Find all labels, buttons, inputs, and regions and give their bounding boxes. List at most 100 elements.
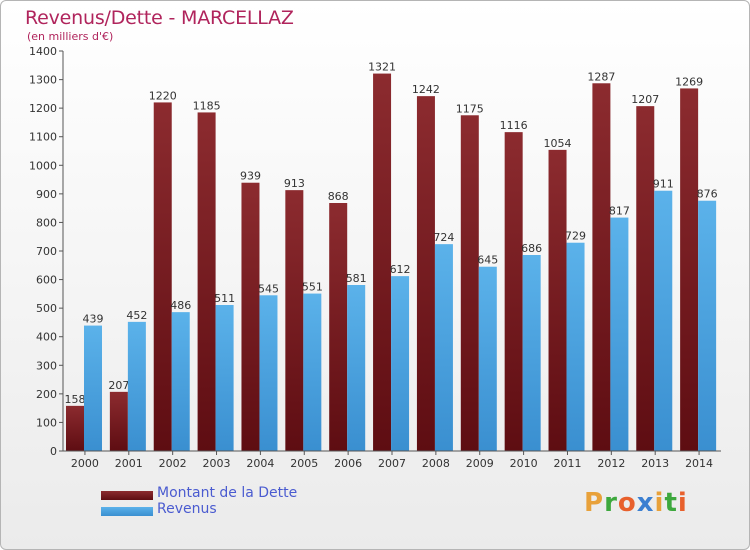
- logo-letter: r: [604, 488, 618, 518]
- revenue-value-label: 486: [170, 299, 191, 312]
- revenue-bar: [303, 293, 322, 451]
- debt-value-label: 1185: [193, 99, 221, 112]
- y-tick-label: 900: [36, 188, 57, 201]
- legend-label-debt: Montant de la Dette: [157, 485, 298, 501]
- y-tick-label: 700: [36, 245, 57, 258]
- revenue-value-label: 439: [83, 313, 104, 326]
- debt-bar: [153, 102, 172, 451]
- revenue-bar: [610, 217, 629, 451]
- revenue-value-label: 729: [565, 230, 586, 243]
- x-tick-label: 2010: [510, 457, 538, 470]
- revenue-value-label: 686: [521, 242, 542, 255]
- revenue-bar: [347, 285, 366, 451]
- debt-value-label: 1242: [412, 83, 440, 96]
- y-tick-label: 1200: [29, 102, 57, 115]
- legend-swatch-debt: [101, 491, 153, 500]
- x-tick-label: 2014: [685, 457, 713, 470]
- y-tick-label: 500: [36, 302, 57, 315]
- revenue-bar: [698, 200, 717, 451]
- debt-bar: [66, 405, 84, 451]
- chart-title: Revenus/Dette - MARCELLAZ: [25, 7, 294, 29]
- debt-value-label: 1220: [149, 89, 177, 102]
- debt-bar: [592, 83, 611, 452]
- debt-value-label: 1321: [368, 61, 396, 74]
- y-tick-label: 0: [50, 445, 57, 458]
- x-tick-label: 2003: [203, 457, 231, 470]
- revenue-bar: [566, 242, 585, 451]
- debt-bar: [548, 149, 567, 451]
- legend-label-revenue: Revenus: [157, 501, 217, 517]
- x-tick-label: 2009: [466, 457, 494, 470]
- revenue-value-label: 724: [433, 231, 454, 244]
- x-tick-label: 2005: [290, 457, 318, 470]
- x-tick-label: 2001: [115, 457, 143, 470]
- debt-bar: [373, 73, 392, 452]
- revenue-value-label: 911: [653, 178, 674, 191]
- logo-letter: i: [677, 488, 688, 518]
- debt-value-label: 1287: [587, 70, 615, 83]
- proxiti-logo: Proxiti: [584, 488, 688, 518]
- y-tick-label: 1300: [29, 74, 57, 87]
- debt-value-label: 1116: [500, 119, 528, 132]
- revenue-value-label: 817: [609, 205, 630, 218]
- debt-bar: [460, 115, 479, 452]
- debt-value-label: 158: [65, 393, 86, 406]
- debt-value-label: 913: [284, 177, 305, 190]
- revenue-bar: [84, 325, 102, 451]
- revenue-value-label: 452: [126, 309, 147, 322]
- revenue-bar: [259, 295, 278, 451]
- revenue-bar: [215, 305, 234, 451]
- legend-swatch-revenue: [101, 507, 153, 516]
- debt-value-label: 1054: [544, 137, 572, 150]
- y-tick-label: 1100: [29, 131, 57, 144]
- y-tick-label: 800: [36, 216, 57, 229]
- logo-letter: t: [664, 488, 678, 518]
- x-tick-label: 2008: [422, 457, 450, 470]
- revenue-bar: [654, 190, 673, 451]
- revenue-value-label: 511: [214, 292, 235, 305]
- revenue-value-label: 545: [258, 282, 279, 295]
- x-tick-label: 2004: [246, 457, 274, 470]
- revenue-bar: [127, 321, 146, 451]
- logo-letter: x: [636, 488, 655, 518]
- debt-bar: [109, 391, 128, 451]
- debt-value-label: 1207: [631, 93, 659, 106]
- debt-value-label: 1269: [675, 75, 703, 88]
- x-tick-label: 2006: [334, 457, 362, 470]
- debt-value-label: 939: [240, 170, 261, 183]
- debt-bar: [197, 112, 216, 451]
- revenue-value-label: 645: [477, 254, 498, 267]
- y-tick-label: 1000: [29, 159, 57, 172]
- x-tick-label: 2007: [378, 457, 406, 470]
- revenue-bar: [522, 255, 541, 451]
- revenue-bar: [434, 244, 453, 451]
- debt-bar: [504, 132, 523, 451]
- debt-bar: [416, 96, 435, 452]
- x-tick-label: 2002: [159, 457, 187, 470]
- revenue-value-label: 581: [346, 272, 367, 285]
- x-tick-label: 2013: [641, 457, 669, 470]
- x-tick-label: 2012: [597, 457, 625, 470]
- y-tick-label: 100: [36, 416, 57, 429]
- revenue-bar: [478, 266, 497, 451]
- debt-bar: [636, 106, 655, 452]
- logo-letter: i: [654, 488, 665, 518]
- debt-value-label: 1175: [456, 102, 484, 115]
- y-tick-label: 300: [36, 359, 57, 372]
- debt-bar: [285, 190, 304, 451]
- revenue-bar: [171, 312, 190, 451]
- y-tick-label: 1400: [29, 45, 57, 58]
- debt-value-label: 207: [108, 379, 129, 392]
- y-tick-label: 400: [36, 331, 57, 344]
- logo-letter: o: [617, 488, 637, 518]
- x-tick-label: 2000: [71, 457, 99, 470]
- debt-bar: [241, 182, 260, 451]
- debt-value-label: 868: [328, 190, 349, 203]
- y-tick-label: 200: [36, 388, 57, 401]
- revenue-value-label: 612: [390, 263, 411, 276]
- debt-bar: [680, 88, 699, 451]
- debt-bar: [329, 203, 348, 451]
- y-tick-label: 600: [36, 274, 57, 287]
